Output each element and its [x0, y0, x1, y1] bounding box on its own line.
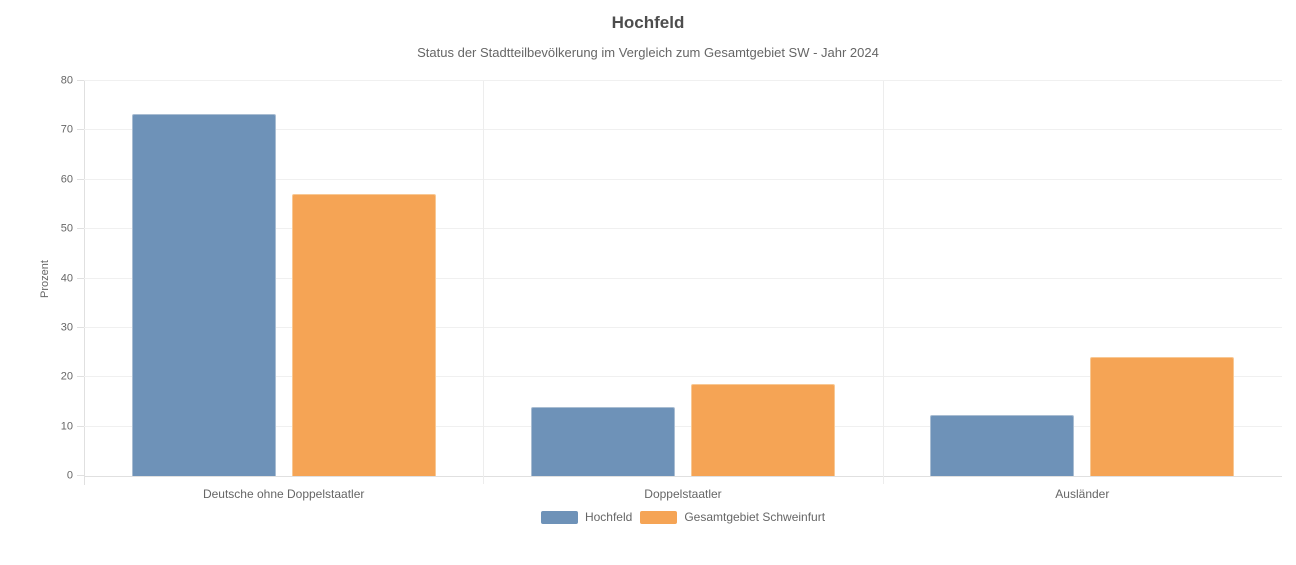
y-tick-label-10: 10 — [60, 420, 73, 433]
legend-swatch-gesamtgebiet-schweinfurt — [640, 510, 678, 524]
y-tick-mark-50 — [77, 228, 84, 230]
gridline-10 — [84, 425, 1282, 427]
chart-subtitle: Status der Stadtteilbevölkerung im Vergl… — [417, 45, 879, 60]
gridline-30 — [84, 326, 1282, 328]
legend-item-hochfeld[interactable]: Hochfeld — [540, 510, 633, 524]
bar-group-deutsche-ohne-doppelstaatler — [84, 81, 483, 476]
y-tick-mark-0 — [77, 475, 84, 476]
y-tick-label-60: 60 — [60, 173, 73, 186]
y-tick-label-80: 80 — [60, 74, 73, 87]
category-separator-1 — [483, 81, 485, 484]
gridline-40 — [84, 277, 1282, 279]
gridline-70 — [84, 129, 1282, 131]
legend-item-gesamtgebiet-schweinfurt[interactable]: Gesamtgebiet Schweinfurt — [640, 510, 825, 524]
y-tick-mark-80 — [77, 80, 84, 81]
category-separator-2 — [882, 81, 884, 484]
gridline-20 — [84, 376, 1282, 378]
y-tick-mark-10 — [77, 425, 84, 427]
y-tick-mark-20 — [77, 376, 84, 378]
y-tick-label-20: 20 — [60, 370, 73, 383]
y-tick-label-0: 0 — [66, 469, 73, 482]
y-tick-label-50: 50 — [60, 222, 73, 235]
bar-hochfeld-doppelstaatler[interactable] — [530, 406, 675, 476]
x-category-labels: Deutsche ohne Doppelstaatler Doppelstaatl… — [84, 487, 1282, 501]
y-tick-label-30: 30 — [60, 321, 73, 334]
y-tick-mark-60 — [77, 178, 84, 180]
gridline-60 — [84, 178, 1282, 180]
y-tick-mark-30 — [77, 326, 84, 328]
x-category-label-doppelstaatler: Doppelstaatler — [644, 487, 722, 501]
gridline-50 — [84, 228, 1282, 230]
x-category-label-deutsche-ohne-doppelstaatler: Deutsche ohne Doppelstaatler — [202, 487, 365, 501]
y-tick-label-40: 40 — [60, 272, 73, 284]
bar-gesamtgebiet-schweinfurt-doppelstaatler[interactable] — [690, 383, 835, 476]
bar-gesamtgebiet-schweinfurt-deutsche-ohne-doppelstaatler[interactable] — [291, 193, 436, 476]
legend: Hochfeld Gesamtgebiet Schweinfurt — [84, 510, 1282, 524]
y-axis-title: Prozent — [39, 260, 51, 298]
bar-group-doppelstaatler — [483, 81, 882, 476]
y-tick-mark-40 — [77, 277, 84, 279]
y-tick-mark-70 — [77, 129, 84, 131]
bar-hochfeld-deutsche-ohne-doppelstaatler[interactable] — [131, 113, 276, 476]
bar-gesamtgebiet-schweinfurt-ausländer[interactable] — [1090, 357, 1235, 476]
gridline-80 — [84, 80, 1282, 81]
plot-area: 0 10 20 30 40 50 60 70 80 — [61, 75, 1282, 485]
bar-group-ausländer — [883, 81, 1282, 476]
legend-label-gesamtgebiet-schweinfurt: Gesamtgebiet Schweinfurt — [684, 510, 826, 524]
legend-label-hochfeld: Hochfeld — [584, 510, 633, 524]
bar-hochfeld-ausländer[interactable] — [930, 414, 1075, 476]
chart-title: Hochfeld — [611, 13, 685, 32]
y-tick-label-70: 70 — [60, 123, 73, 136]
legend-swatch-hochfeld — [540, 510, 578, 524]
x-category-label-ausländer: Ausländer — [1055, 487, 1110, 501]
y-axis-line — [84, 81, 85, 485]
